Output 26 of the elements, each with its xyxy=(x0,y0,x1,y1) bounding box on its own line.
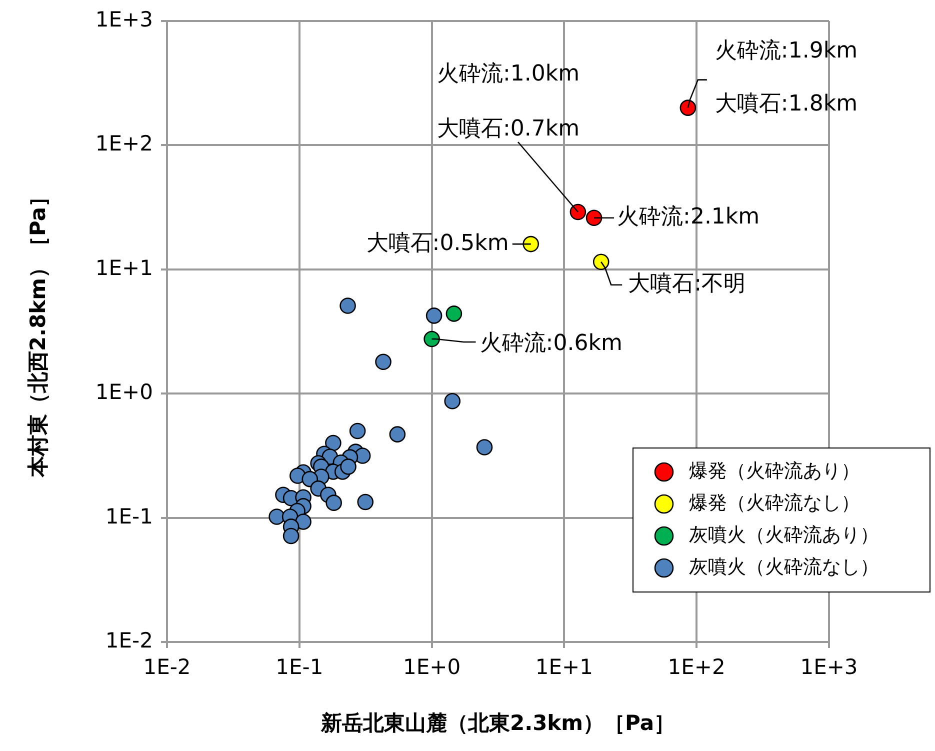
x-tick-label: 1E+0 xyxy=(403,655,461,680)
y-tick-label: 1E+0 xyxy=(95,380,153,404)
annotation: 火砕流:1.9km xyxy=(714,38,858,64)
legend-label: 爆発（火砕流なし） xyxy=(689,492,860,514)
x-tick-label: 1E+3 xyxy=(800,655,858,680)
annotation: 大噴石:0.5km xyxy=(366,230,509,256)
y-tick-label: 1E-1 xyxy=(105,504,153,528)
y-tick-label: 1E+3 xyxy=(95,7,153,32)
legend-label: 灰噴火（火砕流あり） xyxy=(689,524,879,546)
x-tick-label: 1E+2 xyxy=(668,655,726,680)
legend-label: 爆発（火砕流あり） xyxy=(689,460,860,482)
x-tick-label: 1E-2 xyxy=(143,655,191,680)
legend-label: 灰噴火（火砕流なし） xyxy=(689,556,879,578)
x-tick-label: 1E-1 xyxy=(276,655,324,680)
annotation: 火砕流:1.0km xyxy=(437,62,580,87)
x-axis-title: 新岳北東山麓（北東2.3km）［Pa］ xyxy=(320,710,676,735)
y-tick-label: 1E-2 xyxy=(105,628,153,652)
annotation: 火砕流:2.1km xyxy=(617,204,760,230)
y-tick-label: 1E+2 xyxy=(95,132,153,156)
y-tick-label: 1E+1 xyxy=(95,256,153,280)
x-tick-label: 1E+1 xyxy=(535,655,593,680)
annotation: 火砕流:0.6km xyxy=(480,330,622,356)
annotation: 大噴石:1.8km xyxy=(714,92,858,117)
annotation: 大噴石:不明 xyxy=(628,272,746,297)
annotation: 大噴石:0.7km xyxy=(436,116,580,142)
y-axis-title: 本村東（北西2.8km）［Pa］ xyxy=(26,186,50,478)
